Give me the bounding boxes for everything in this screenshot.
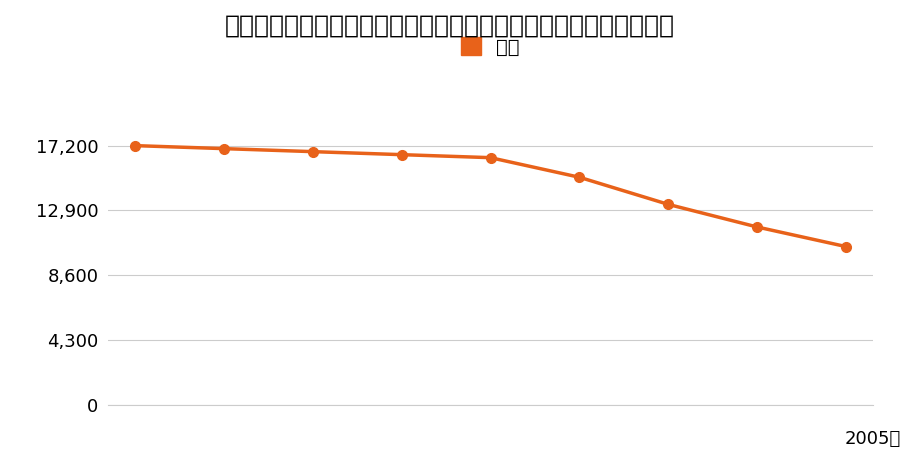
Legend: 価格: 価格	[454, 30, 527, 65]
Text: 2005年: 2005年	[845, 430, 900, 448]
Text: 福岡県鞍手郡宮田町大字宮田字鎌田６４１番１３外２筆の地価推移: 福岡県鞍手郡宮田町大字宮田字鎌田６４１番１３外２筆の地価推移	[225, 14, 675, 37]
